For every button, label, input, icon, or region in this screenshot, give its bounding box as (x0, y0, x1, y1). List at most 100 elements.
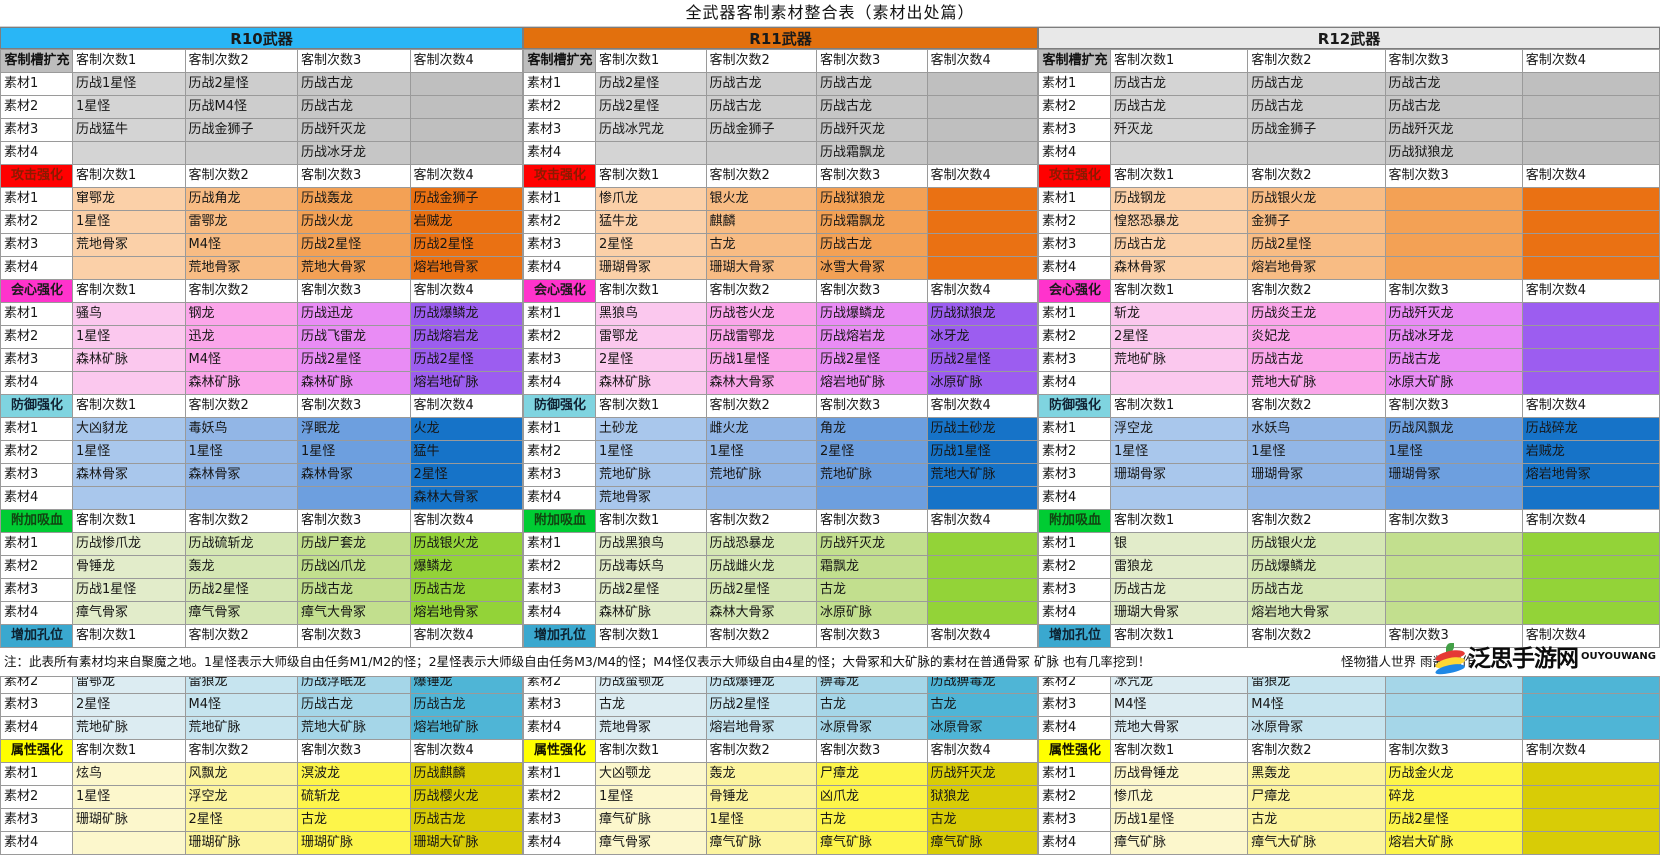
material-cell[interactable]: 古龙 (816, 578, 928, 602)
material-cell[interactable]: 碎龙 (1384, 785, 1523, 809)
material-cell[interactable]: 历战歼灭龙 (297, 118, 411, 142)
material-cell[interactable]: 历战歼灭龙 (1384, 302, 1523, 326)
material-cell[interactable] (1521, 578, 1660, 602)
section-chip-element[interactable]: 属性强化 (523, 739, 596, 763)
material-cell[interactable]: 雷狼龙 (1109, 555, 1249, 579)
material-cell[interactable]: 土砂龙 (595, 417, 707, 441)
material-cell[interactable] (1521, 233, 1660, 257)
material-cell[interactable]: 历战古龙 (1109, 233, 1249, 257)
material-cell[interactable]: 2星怪 (409, 463, 523, 487)
material-cell[interactable]: 1星怪 (72, 95, 186, 119)
material-cell[interactable]: 古龙 (816, 693, 928, 717)
material-cell[interactable]: 历战2星怪 (705, 578, 817, 602)
material-cell[interactable]: 历战古龙 (816, 72, 928, 96)
material-cell[interactable] (1384, 187, 1523, 211)
material-cell[interactable]: 硫斩龙 (297, 785, 411, 809)
material-cell[interactable]: 历战熔岩龙 (409, 325, 523, 349)
material-cell[interactable] (72, 371, 186, 395)
material-cell[interactable]: 历战金狮子 (409, 187, 523, 211)
material-cell[interactable]: 熔岩地骨冢 (409, 256, 523, 280)
material-cell[interactable]: 浮眠龙 (297, 417, 411, 441)
material-cell[interactable] (1521, 601, 1660, 625)
section-chip-slot[interactable]: 客制槽扩充 (0, 49, 73, 73)
material-cell[interactable]: 古龙 (595, 693, 707, 717)
material-cell[interactable]: 历战狱狼龙 (926, 302, 1038, 326)
material-cell[interactable]: 森林大骨冢 (409, 486, 523, 510)
material-cell[interactable]: 历战迅龙 (297, 302, 411, 326)
material-cell[interactable]: 惨爪龙 (1109, 785, 1249, 809)
material-cell[interactable]: 历战惨爪龙 (72, 532, 186, 556)
material-cell[interactable]: 历战麒麟 (409, 762, 523, 786)
section-chip-affinity[interactable]: 会心强化 (0, 279, 73, 303)
material-cell[interactable]: 古龙 (926, 808, 1038, 832)
material-cell[interactable] (1521, 371, 1660, 395)
material-cell[interactable]: M4怪 (1109, 693, 1249, 717)
material-cell[interactable]: 骚鸟 (72, 302, 186, 326)
material-cell[interactable]: 冰原骨冢 (816, 716, 928, 740)
material-cell[interactable] (595, 141, 707, 165)
material-cell[interactable]: 森林大骨冢 (705, 601, 817, 625)
material-cell[interactable]: 珊瑚大骨冢 (705, 256, 817, 280)
material-cell[interactable]: 历战轰龙 (297, 187, 411, 211)
material-cell[interactable]: 历战古龙 (1247, 72, 1386, 96)
material-cell[interactable] (1384, 532, 1523, 556)
material-cell[interactable]: 黑狼鸟 (595, 302, 707, 326)
material-cell[interactable]: 历战霜飘龙 (816, 210, 928, 234)
material-cell[interactable]: 历战熔岩龙 (816, 325, 928, 349)
material-cell[interactable] (1109, 141, 1249, 165)
section-chip-slot[interactable]: 客制槽扩充 (523, 49, 596, 73)
material-cell[interactable]: 荒地矿脉 (1109, 348, 1249, 372)
material-cell[interactable]: M4怪 (184, 348, 298, 372)
material-cell[interactable]: 历战土砂龙 (926, 417, 1038, 441)
section-chip-defense[interactable]: 防御强化 (523, 394, 596, 418)
material-cell[interactable] (1521, 95, 1660, 119)
material-cell[interactable]: 迅龙 (184, 325, 298, 349)
material-cell[interactable] (1384, 578, 1523, 602)
material-cell[interactable]: 古龙 (1247, 808, 1386, 832)
material-cell[interactable]: 森林矿脉 (297, 371, 411, 395)
material-cell[interactable]: 瘴气矿脉 (705, 831, 817, 855)
material-cell[interactable] (1521, 325, 1660, 349)
material-cell[interactable]: 瘴气大矿脉 (1247, 831, 1386, 855)
material-cell[interactable] (926, 578, 1038, 602)
material-cell[interactable]: 雌火龙 (705, 417, 817, 441)
material-cell[interactable]: 2星怪 (595, 233, 707, 257)
material-cell[interactable]: 钢龙 (184, 302, 298, 326)
material-cell[interactable]: 历战歼灭龙 (816, 118, 928, 142)
material-cell[interactable] (926, 141, 1038, 165)
material-cell[interactable]: 历战2星怪 (705, 693, 817, 717)
material-cell[interactable]: 珊瑚骨冢 (1109, 463, 1249, 487)
material-cell[interactable] (1521, 762, 1660, 786)
material-cell[interactable]: 珊瑚矿脉 (72, 808, 186, 832)
material-cell[interactable]: 爆鳞龙 (409, 555, 523, 579)
material-cell[interactable]: 瘴气矿脉 (1109, 831, 1249, 855)
material-cell[interactable]: 斩龙 (1109, 302, 1249, 326)
material-cell[interactable]: 历战古龙 (297, 693, 411, 717)
material-cell[interactable]: 1星怪 (72, 440, 186, 464)
material-cell[interactable]: 历战古龙 (1247, 95, 1386, 119)
material-cell[interactable]: 轰龙 (705, 762, 817, 786)
material-cell[interactable]: 岩贼龙 (1521, 440, 1660, 464)
material-cell[interactable]: 炎妃龙 (1247, 325, 1386, 349)
section-chip-slots[interactable]: 增加孔位 (523, 624, 596, 648)
material-cell[interactable]: 1星怪 (72, 210, 186, 234)
material-cell[interactable]: 历战苍火龙 (705, 302, 817, 326)
material-cell[interactable] (1521, 72, 1660, 96)
material-cell[interactable]: 熔岩地矿脉 (409, 716, 523, 740)
material-cell[interactable]: 古龙 (926, 693, 1038, 717)
material-cell[interactable]: 1星怪 (1247, 440, 1386, 464)
material-cell[interactable]: 1星怪 (1109, 440, 1249, 464)
material-cell[interactable]: 森林矿脉 (595, 371, 707, 395)
material-cell[interactable]: 熔岩大矿脉 (1384, 831, 1523, 855)
material-cell[interactable]: 历战金狮子 (1247, 118, 1386, 142)
material-cell[interactable]: 历战飞雷龙 (297, 325, 411, 349)
material-cell[interactable]: 骨锤龙 (72, 555, 186, 579)
material-cell[interactable]: 骨锤龙 (705, 785, 817, 809)
section-chip-attack[interactable]: 攻击强化 (1038, 164, 1111, 188)
material-cell[interactable]: 历战2星怪 (184, 72, 298, 96)
material-cell[interactable]: 猛牛龙 (595, 210, 707, 234)
material-cell[interactable] (1521, 187, 1660, 211)
material-cell[interactable] (705, 141, 817, 165)
material-cell[interactable]: 历战雌火龙 (705, 555, 817, 579)
section-chip-lifesteal[interactable]: 附加吸血 (523, 509, 596, 533)
